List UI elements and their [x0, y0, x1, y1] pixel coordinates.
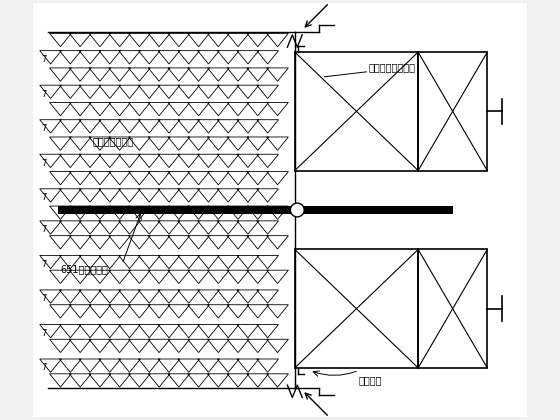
Text: 7: 7	[42, 260, 47, 269]
Circle shape	[291, 203, 304, 217]
Text: 7: 7	[42, 124, 47, 133]
Text: 7: 7	[42, 363, 47, 373]
Text: 7: 7	[42, 193, 47, 202]
Bar	[295, 249, 418, 368]
Bar	[418, 52, 487, 171]
Bar	[295, 52, 418, 171]
Text: 7: 7	[42, 89, 47, 99]
Text: 夹具固定于模板上: 夹具固定于模板上	[369, 62, 416, 72]
Text: 指头模板: 指头模板	[359, 375, 382, 385]
Text: 先期浆筑混凝土: 先期浆筑混凝土	[92, 136, 134, 146]
Text: 7: 7	[42, 159, 47, 168]
Text: 7: 7	[42, 294, 47, 303]
Text: 7: 7	[42, 329, 47, 338]
Bar	[58, 205, 452, 215]
Text: 651橡胶止水带: 651橡胶止水带	[60, 264, 108, 274]
Text: 7: 7	[42, 55, 47, 64]
Bar	[418, 249, 487, 368]
Text: 7: 7	[42, 225, 47, 234]
